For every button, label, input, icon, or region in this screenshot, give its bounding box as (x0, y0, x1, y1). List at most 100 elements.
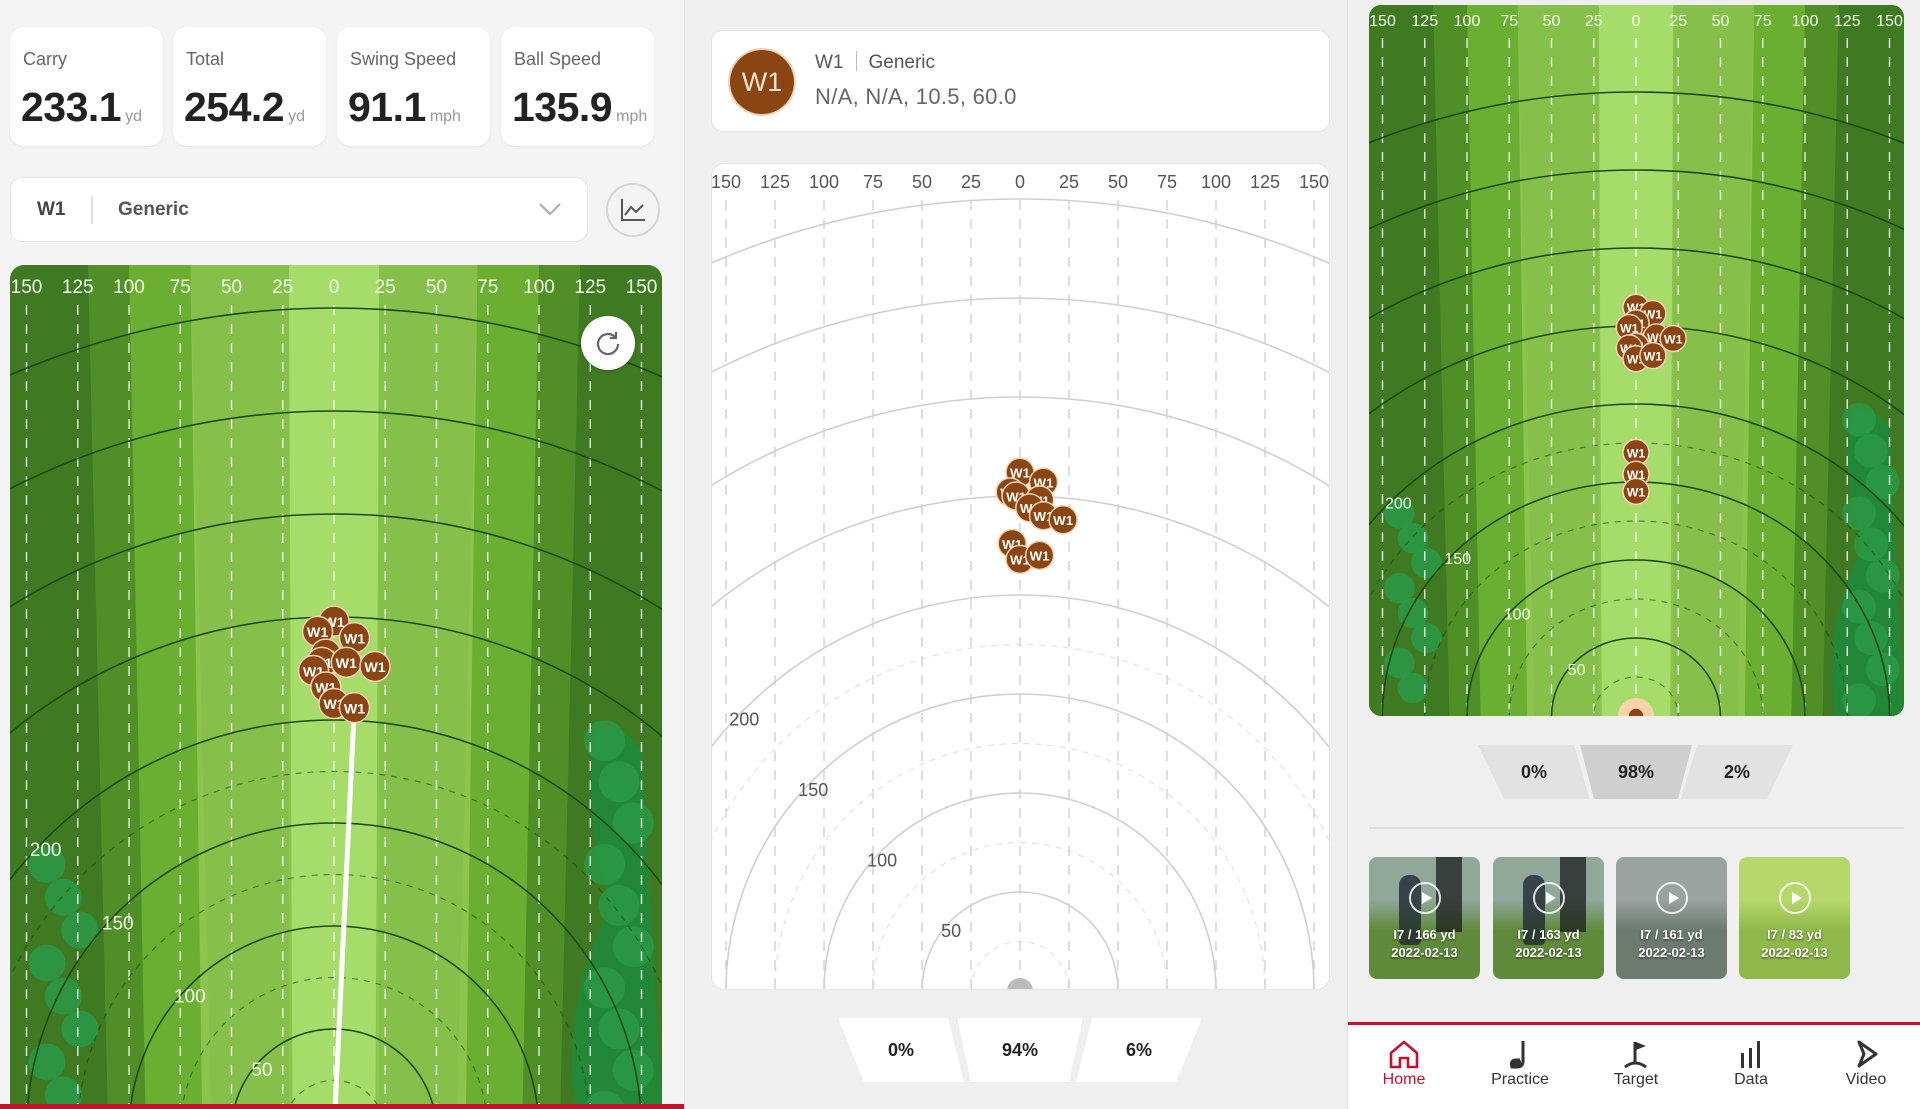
target-panel: 1501251007550250255075100125150400350300… (1348, 0, 1920, 1109)
svg-text:50: 50 (1543, 13, 1561, 30)
dispersion-zone-center: 94% (957, 1018, 1083, 1082)
nav-item-video[interactable]: Video (1821, 1033, 1911, 1105)
svg-text:W1: W1 (1010, 466, 1031, 481)
svg-text:25: 25 (1585, 13, 1603, 30)
svg-text:25: 25 (272, 277, 293, 298)
svg-text:150: 150 (712, 172, 741, 192)
club-title: W1 Generic (815, 51, 936, 73)
stat-label: Swing Speed (350, 49, 457, 69)
svg-text:25: 25 (961, 172, 981, 192)
nav-label: Video (1845, 1071, 1887, 1088)
svg-text:100: 100 (867, 850, 897, 870)
svg-text:125: 125 (574, 277, 606, 298)
svg-text:150: 150 (102, 913, 134, 934)
flag-icon (1591, 1039, 1681, 1069)
video-caption-date: 2022-02-13 (1515, 945, 1582, 960)
club-info-card: W1 W1 Generic N/A, N/A, 10.5, 60.0 (711, 30, 1330, 132)
stat-label: Carry (23, 49, 67, 69)
divider (91, 196, 93, 224)
svg-text:50: 50 (941, 921, 961, 941)
svg-text:100: 100 (523, 277, 555, 298)
svg-text:W1: W1 (1053, 513, 1074, 528)
svg-text:125: 125 (1411, 13, 1438, 30)
video-caption-date: 2022-02-13 (1391, 945, 1458, 960)
svg-text:150: 150 (1444, 551, 1471, 568)
line-chart-icon (621, 199, 645, 221)
nav-item-practice[interactable]: Practice (1475, 1033, 1565, 1105)
club-select-dropdown[interactable]: W1 Generic (10, 177, 588, 242)
svg-text:50: 50 (221, 277, 242, 298)
video-caption-club-distance: I7 / 83 yd (1767, 927, 1822, 942)
svg-text:50: 50 (251, 1060, 272, 1081)
svg-text:75: 75 (1754, 13, 1772, 30)
stat-value: 135.9 mph (512, 84, 648, 130)
svg-text:50: 50 (912, 172, 932, 192)
shot-marker: W1 (1639, 341, 1667, 370)
stat-label: Total (186, 49, 225, 69)
svg-text:100: 100 (809, 172, 839, 192)
bottom-navigation: Home Practice Target Data Video (1348, 1022, 1920, 1109)
play-icon (1533, 882, 1565, 914)
svg-text:0: 0 (1632, 13, 1641, 30)
stat-value: 254.2 yd (184, 84, 306, 130)
svg-text:100: 100 (174, 987, 206, 1008)
svg-text:200: 200 (1385, 496, 1412, 513)
target-field-map[interactable]: 1501251007550250255075100125150400350300… (1369, 5, 1904, 716)
svg-text:50: 50 (1568, 662, 1586, 679)
svg-text:75: 75 (1500, 13, 1518, 30)
target-field-map[interactable]: 1501251007550250255075100125150400350300… (10, 265, 662, 1107)
reset-view-button[interactable] (581, 316, 635, 370)
shot-marker: W1 (338, 691, 371, 724)
home-icon (1359, 1039, 1449, 1069)
play-icon (1821, 1039, 1911, 1069)
club-code: W1 (37, 199, 66, 220)
video-caption-club-distance: I7 / 163 yd (1517, 927, 1580, 942)
golf-club-icon (1475, 1039, 1565, 1069)
active-indicator-bar (0, 1104, 684, 1109)
video-thumbnail[interactable]: I7 / 83 yd 2022-02-13 (1739, 857, 1850, 979)
video-caption-club-distance: I7 / 166 yd (1393, 927, 1456, 942)
nav-label: Data (1734, 1071, 1768, 1088)
svg-text:25: 25 (1059, 172, 1079, 192)
dispersion-chart[interactable]: 1501251007550250255075100125150400350300… (711, 163, 1330, 990)
bar-chart-icon (1706, 1039, 1796, 1069)
video-thumbnail[interactable]: I7 / 161 yd 2022-02-13 (1616, 857, 1727, 979)
svg-text:125: 125 (1834, 13, 1861, 30)
nav-item-target[interactable]: Target (1591, 1033, 1681, 1105)
svg-text:W1: W1 (344, 701, 365, 717)
chart-view-button[interactable] (606, 183, 660, 237)
stat-label: Ball Speed (514, 49, 602, 69)
svg-text:100: 100 (1792, 13, 1819, 30)
svg-text:125: 125 (1250, 172, 1280, 192)
dispersion-zone-left: 0% (838, 1018, 964, 1082)
svg-text:150: 150 (798, 780, 828, 800)
svg-text:W1: W1 (1627, 446, 1646, 460)
dispersion-zone-left: 0% (1478, 745, 1590, 799)
nav-item-data[interactable]: Data (1706, 1033, 1796, 1105)
video-caption-club-distance: I7 / 161 yd (1640, 927, 1703, 942)
shot-marker: W1 (1048, 505, 1078, 535)
video-caption-date: 2022-02-13 (1761, 945, 1828, 960)
dispersion-panel: W1 W1 Generic N/A, N/A, 10.5, 60.0 150 125… (684, 0, 1348, 1109)
svg-text:200: 200 (30, 840, 62, 861)
svg-text:150: 150 (1299, 172, 1329, 192)
svg-text:100: 100 (1504, 606, 1531, 623)
svg-text:50: 50 (426, 277, 447, 298)
svg-text:W1: W1 (1030, 549, 1051, 564)
svg-text:0: 0 (1015, 172, 1025, 192)
video-thumbnail[interactable]: I7 / 166 yd 2022-02-13 (1369, 857, 1480, 979)
svg-text:150: 150 (626, 277, 658, 298)
stat-total: Total 254.2 yd (173, 27, 326, 146)
club-name: Generic (118, 199, 189, 220)
svg-text:W1: W1 (344, 631, 365, 647)
svg-text:W1: W1 (1664, 332, 1683, 346)
dispersion-zone-right: 2% (1681, 745, 1793, 799)
nav-label: Home (1382, 1071, 1426, 1088)
nav-label: Target (1613, 1071, 1659, 1088)
video-thumbnail[interactable]: I7 / 163 yd 2022-02-13 (1493, 857, 1604, 979)
nav-item-home[interactable]: Home (1359, 1033, 1449, 1105)
svg-text:200: 200 (729, 710, 759, 730)
svg-text:0: 0 (329, 277, 340, 298)
video-caption-date: 2022-02-13 (1638, 945, 1705, 960)
svg-text:25: 25 (375, 277, 396, 298)
